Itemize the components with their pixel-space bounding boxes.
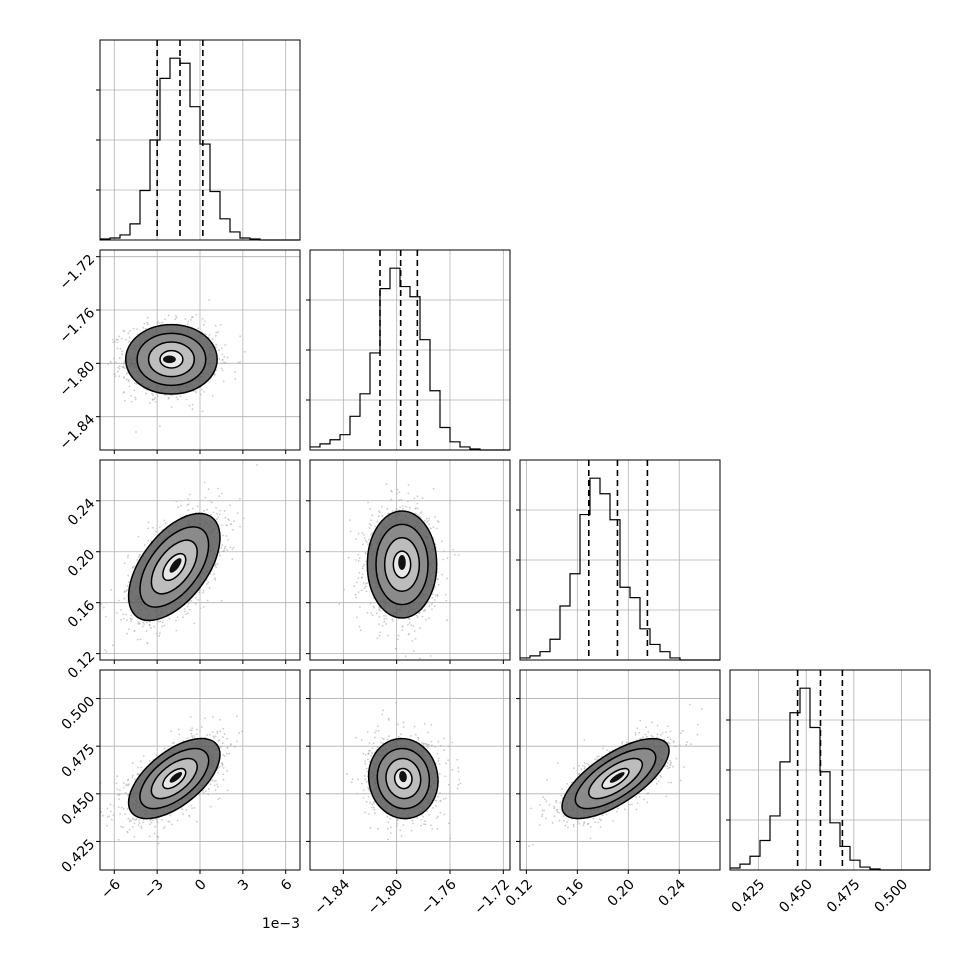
panel-2-0-contour-0 [162, 552, 187, 582]
x-offset-label: 1e−3 [262, 916, 300, 932]
ytick-label-3-3: 0.500 [59, 694, 99, 734]
panel-2-1-content [310, 460, 510, 660]
xtick-label-3-1: 0.450 [776, 876, 816, 916]
panel-3-0-content [100, 670, 300, 870]
panel-2-0-content [100, 460, 300, 660]
panel-1-0-contour-3 [124, 323, 218, 395]
panel-3-1-contour-1 [385, 757, 422, 800]
panel-2-1-contour-3 [366, 510, 438, 619]
panel-3-1-contour-3 [367, 737, 439, 820]
hist-0-frame [99, 39, 301, 241]
panel-2-0-contour-3 [127, 512, 221, 622]
panel-3-2-contour-1 [588, 757, 644, 800]
panel-2-1-peak [398, 554, 406, 570]
ytick-label-1-2: −1.76 [57, 305, 99, 347]
scatter-panel-2-0 [96, 459, 301, 664]
panel-3-1-peak [399, 771, 407, 783]
scatter-panel-3-0 [96, 669, 301, 874]
panel-2-1-frame [309, 459, 511, 661]
panel-3-0-contour-1 [150, 757, 198, 800]
ytick-label-2-3: 0.24 [65, 496, 98, 529]
xtick-label-0-2: 0 [192, 876, 210, 894]
panel-3-2-contour-0 [601, 767, 630, 790]
ytick-label-3-2: 0.475 [59, 741, 99, 781]
ytick-label-1-3: −1.72 [57, 252, 99, 294]
panel-1-0-contour-0 [159, 349, 184, 369]
histogram-panel-1 [306, 249, 511, 451]
panel-2-1-contour-2 [375, 523, 429, 606]
xtick-label-1-0: −1.84 [311, 876, 353, 918]
xtick-label-0-4: 6 [278, 876, 296, 894]
panel-3-2-contour-2 [574, 747, 657, 810]
panel-1-0-peak [163, 355, 176, 364]
ytick-label-1-1: −1.80 [57, 358, 99, 400]
xtick-label-2-1: 0.16 [554, 876, 587, 909]
panel-3-2-peak [609, 772, 625, 783]
hist-1-frame [309, 249, 511, 451]
hist-1-steps [310, 267, 510, 451]
panel-3-1-contour-2 [376, 747, 431, 810]
panel-2-0-contour-1 [150, 539, 198, 595]
scatter-panel-3-2 [516, 669, 721, 874]
xtick-label-3-2: 0.475 [824, 876, 864, 916]
hist-0-steps [100, 57, 300, 241]
panel-1-0-content [100, 250, 300, 450]
panel-2-1-contour-0 [392, 550, 412, 579]
panel-3-0-frame [99, 669, 301, 871]
panel-3-1-contour-0 [393, 767, 413, 790]
panel-3-1-content [310, 670, 510, 870]
panel-3-2-content [520, 670, 720, 870]
hist-2-frame [519, 459, 721, 661]
ytick-label-2-1: 0.16 [65, 598, 98, 631]
xtick-label-0-0: −6 [98, 876, 124, 902]
panel-2-1-contour-1 [383, 536, 421, 592]
panel-1-0-contour-2 [136, 332, 207, 387]
xtick-label-0-1: −3 [141, 876, 167, 902]
panel-2-0-frame [99, 459, 301, 661]
ytick-label-2-2: 0.20 [65, 547, 98, 580]
xtick-label-2-2: 0.20 [605, 876, 638, 909]
ytick-label-2-0: 0.12 [65, 649, 98, 682]
panel-1-0-frame [99, 249, 301, 451]
hist-3-frame [729, 669, 931, 871]
panel-3-2-contour-3 [561, 737, 670, 820]
panel-3-0-contour-3 [127, 737, 221, 820]
ytick-label-1-0: −1.84 [57, 412, 99, 454]
xtick-label-2-0: 0.12 [503, 876, 536, 909]
xtick-label-2-3: 0.24 [656, 876, 689, 909]
xtick-label-3-0: 0.425 [729, 876, 769, 916]
xtick-label-0-3: 3 [235, 876, 253, 894]
panel-3-0-peak [169, 772, 183, 783]
panel-2-0-contour-2 [139, 526, 210, 608]
histogram-panel-3 [726, 669, 931, 871]
histogram-panel-2 [516, 459, 721, 661]
ytick-label-3-0: 0.425 [59, 836, 99, 876]
xtick-label-1-2: −1.76 [418, 876, 460, 918]
hist-2-steps [520, 477, 720, 661]
panel-3-0-contour-2 [139, 747, 210, 810]
scatter-panel-1-0 [96, 249, 301, 454]
histogram-panel-0 [96, 39, 301, 241]
xtick-label-3-3: 0.500 [872, 876, 912, 916]
panel-3-0-contour-0 [162, 767, 187, 790]
xtick-label-1-1: −1.80 [365, 876, 407, 918]
panel-2-0-peak [169, 558, 182, 573]
scatter-panel-3-1 [306, 669, 511, 874]
scatter-panel-2-1 [306, 459, 511, 664]
panel-3-2-frame [519, 669, 721, 871]
panel-3-1-frame [309, 669, 511, 871]
ytick-label-3-1: 0.450 [59, 789, 99, 829]
panel-1-0-contour-1 [147, 341, 196, 378]
hist-3-steps [730, 687, 930, 871]
